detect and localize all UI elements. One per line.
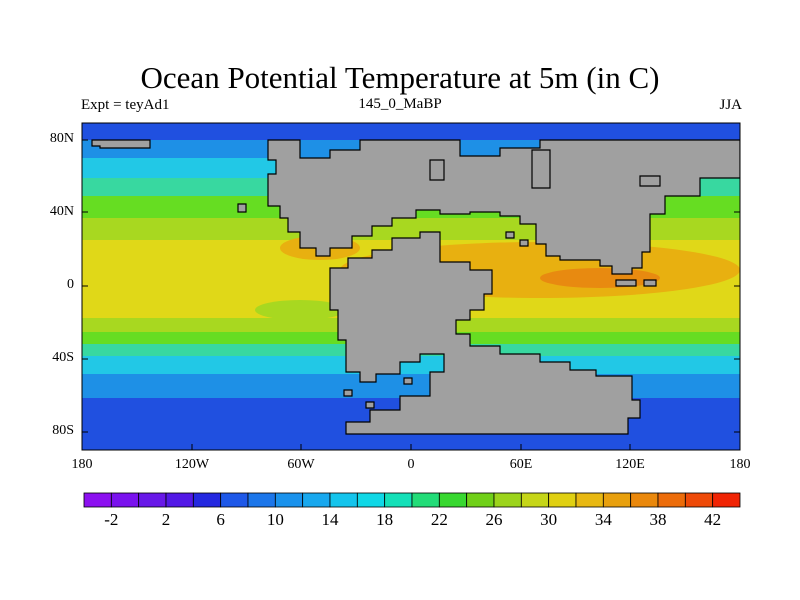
colorbar-label: 18	[376, 510, 394, 529]
tethys-island-1	[615, 279, 637, 287]
colorbar-box	[548, 492, 577, 508]
laurasia-landmass	[267, 139, 740, 275]
colorbar	[83, 492, 741, 508]
lat-label-80n: 80N	[49, 131, 74, 146]
colorbar-box	[684, 492, 714, 508]
islet-2	[343, 389, 353, 397]
colorbar-box	[192, 492, 222, 508]
colorbar-label: 2	[161, 510, 171, 529]
season-label: JJA	[719, 97, 742, 113]
colorbar-label: 30	[540, 510, 558, 529]
experiment-label: Expt = teyAd1	[81, 97, 170, 113]
lat-label-80s: 80S	[52, 423, 74, 438]
colorbar-label: 14	[321, 510, 339, 529]
colorbar-box	[575, 492, 604, 508]
colorbar-label: 6	[216, 510, 225, 529]
period-label: 145_0_MaBP	[358, 96, 442, 112]
colorbar-box	[602, 492, 632, 508]
colorbar-box	[329, 492, 358, 508]
warm-pool-core	[540, 268, 660, 288]
colorbar-box	[466, 492, 495, 508]
axis-ticks	[81, 139, 741, 450]
map-title: Ocean Potential Temperature at 5m (in C)	[140, 60, 660, 95]
colorbar-box	[165, 492, 194, 508]
colorbar-box	[220, 492, 249, 508]
colorbar-box	[520, 492, 550, 508]
colorbar-box	[302, 492, 331, 508]
colorbar-label: 10	[266, 510, 284, 529]
colorbar-box	[438, 492, 468, 508]
map-frame-content	[82, 123, 740, 450]
colorbar-label: 38	[649, 510, 667, 529]
lon-label-60e: 60E	[509, 457, 533, 472]
colorbar-label: 26	[485, 510, 503, 529]
north-island-a	[429, 159, 445, 181]
colorbar-box	[712, 492, 741, 508]
colorbar-box	[384, 492, 413, 508]
colorbar-box	[411, 492, 440, 508]
islet-3	[365, 401, 375, 409]
lon-label-0: 0	[407, 457, 415, 472]
north-island-b	[531, 149, 551, 189]
lon-label-180w: 180	[71, 457, 93, 472]
colorbar-box	[630, 492, 659, 508]
colorbar-box	[110, 492, 140, 508]
lat-label-equator: 0	[67, 277, 74, 292]
cool-tongue-east-pacific	[255, 300, 345, 320]
colorbar-label: -2	[104, 510, 119, 529]
gondwana-landmass	[329, 231, 641, 435]
colorbar-box	[356, 492, 386, 508]
lon-label-120w: 120W	[174, 457, 210, 472]
lon-label-120e: 120E	[615, 457, 645, 472]
colorbar-label: 42	[704, 510, 722, 529]
islet-6	[519, 239, 529, 247]
islet-4	[403, 377, 413, 385]
colorbar-box	[274, 492, 304, 508]
lon-label-180e: 180	[729, 457, 751, 472]
colorbar-box	[657, 492, 686, 508]
lat-label-40n: 40N	[49, 204, 74, 219]
arctic-island	[91, 139, 151, 149]
tethys-island-2	[643, 279, 657, 287]
lon-label-60w: 60W	[287, 457, 315, 472]
east-asia-island	[639, 175, 661, 187]
islet-1	[237, 203, 247, 213]
colorbar-box	[247, 492, 276, 508]
colorbar-label: 22	[430, 510, 448, 529]
colorbar-label: 34	[594, 510, 612, 529]
colorbar-box	[138, 492, 167, 508]
continents	[91, 139, 740, 435]
colorbar-box	[493, 492, 522, 508]
colorbar-box	[83, 492, 112, 508]
islet-5	[505, 231, 515, 239]
lat-label-40s: 40S	[52, 350, 74, 365]
